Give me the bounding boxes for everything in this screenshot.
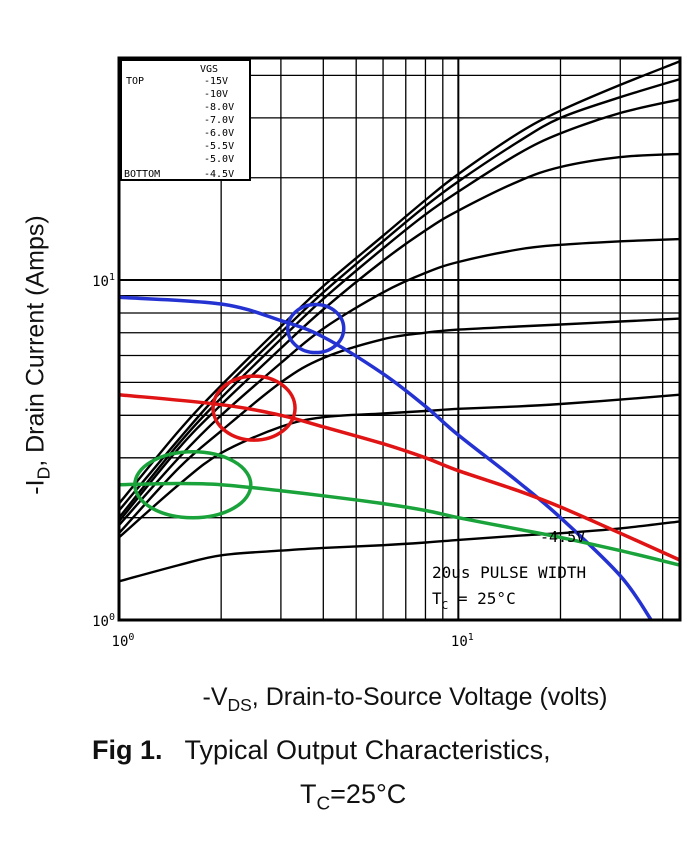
vgs-curve-6	[118, 393, 681, 539]
tick-label: 100	[112, 632, 135, 650]
legend-entry: -15V	[204, 76, 228, 87]
legend-entry: -7.0V	[204, 115, 234, 126]
legend-entry: -10V	[204, 89, 228, 100]
vgs-curve-0	[118, 60, 681, 505]
legend-entry: -8.0V	[204, 102, 234, 113]
x-axis-label: -VDS, Drain-to-Source Voltage (volts)	[202, 683, 608, 715]
vgs-curve-1	[118, 77, 681, 512]
vgs-curve-5	[118, 317, 681, 535]
pulse-width-note: 20us PULSE WIDTH	[432, 563, 586, 582]
vgs-curve-4	[118, 237, 681, 526]
vgs-curve-7	[118, 520, 681, 583]
tick-label: 101	[92, 272, 115, 290]
caption-line-1: Fig 1. Typical Output Characteristics,	[92, 735, 551, 765]
highlight-ellipse	[285, 302, 346, 355]
legend-bottom-label: BOTTOM	[124, 169, 160, 180]
y-axis-label: -ID, Drain Current (Amps)	[21, 215, 54, 495]
legend-entry: -6.0V	[204, 128, 234, 139]
tick-label: 101	[451, 632, 474, 650]
annotations: -4.5V 20us PULSE WIDTH TC = 25°C	[432, 528, 586, 612]
legend-box: VGS TOP BOTTOM -15V -10V -8.0V -7.0V -6.…	[120, 59, 251, 181]
legend-header: VGS	[200, 64, 218, 75]
figure-number: Fig 1.	[92, 735, 163, 765]
vgs-curve-3	[118, 152, 681, 523]
overlay-curve-10	[118, 481, 681, 567]
highlight-ellipse	[133, 449, 253, 520]
tick-labels: 100 101 100 101	[92, 272, 474, 650]
curve-label: -4.5V	[540, 528, 585, 546]
overlay-curve-9	[118, 392, 681, 562]
tc-note: TC = 25°C	[432, 589, 516, 612]
highlight-ellipse	[211, 374, 297, 442]
legend-entry: -5.0V	[204, 154, 234, 165]
overlay-curve-8	[118, 295, 653, 622]
plot-frame	[117, 56, 682, 622]
legend-entry: -5.5V	[204, 141, 234, 152]
caption-line-2: TC=25°C	[300, 779, 407, 815]
legend-top-label: TOP	[126, 76, 144, 87]
legend-entry: -4.5V	[204, 169, 234, 180]
tick-label: 100	[92, 612, 115, 630]
highlight-circles	[133, 302, 346, 520]
